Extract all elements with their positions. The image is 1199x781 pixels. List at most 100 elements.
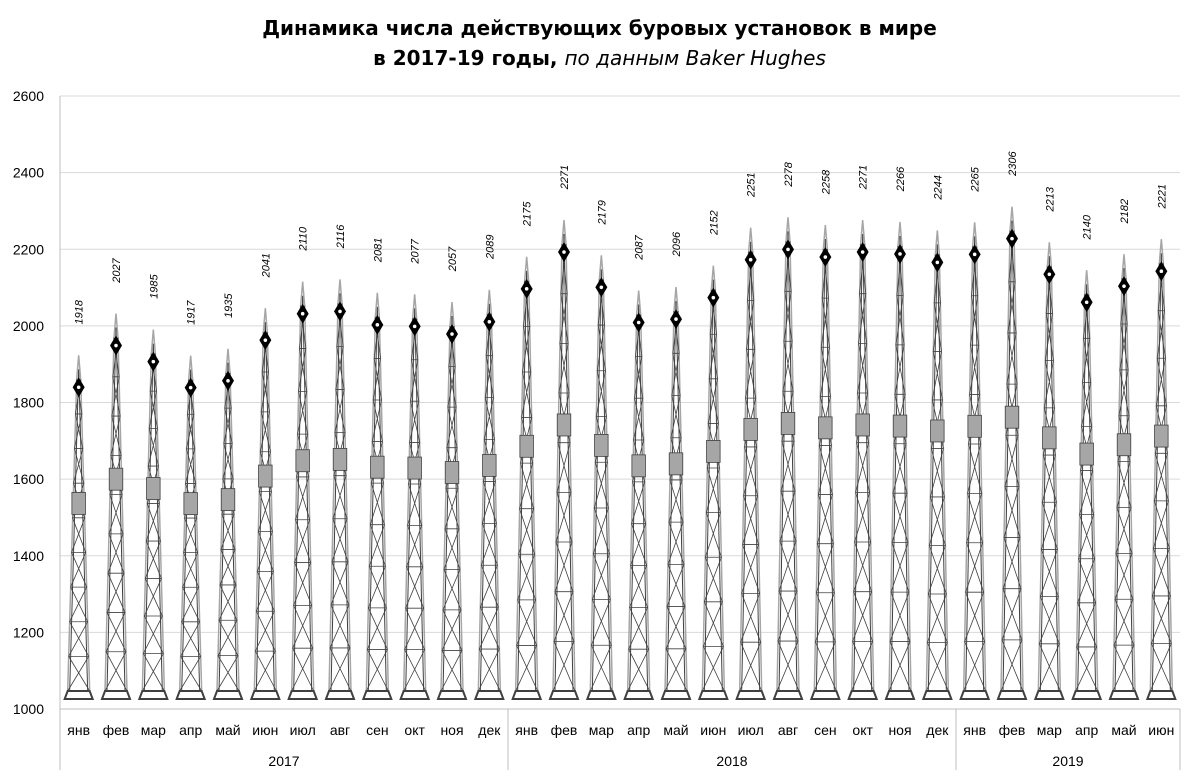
rig-bar (324, 279, 356, 700)
rig-housing (1116, 433, 1132, 457)
rig-housing (332, 448, 348, 471)
x-tick-label: июн (700, 722, 726, 738)
rig-legs (778, 231, 798, 692)
rig-housing (892, 414, 908, 438)
rig-bar (548, 219, 580, 700)
rig-housing (295, 449, 310, 473)
data-label: 2258 (820, 169, 832, 195)
rig-legs (554, 234, 574, 692)
rig-base (511, 690, 543, 700)
rig-housing (1154, 424, 1169, 448)
data-label: 2057 (447, 246, 459, 272)
y-tick-label: 2400 (13, 165, 44, 181)
rig-housing (444, 461, 460, 484)
x-tick-label: июл (738, 722, 764, 738)
x-tick-label: авг (778, 722, 798, 738)
chart-title-line2: в 2017-19 годы, по данным Baker Hughes (0, 46, 1199, 70)
data-label: 2089 (484, 235, 496, 260)
rig-block-hole (450, 332, 454, 336)
rig-base (660, 690, 692, 700)
data-label: 2244 (932, 175, 944, 200)
data-label: 2213 (1044, 186, 1056, 212)
rig-housing (743, 418, 758, 441)
x-tick-label: ноя (888, 722, 911, 738)
rig-housing (146, 477, 161, 500)
data-label: 2251 (746, 172, 758, 197)
rig-base (63, 690, 95, 700)
rig-housing (220, 488, 236, 512)
x-tick-label: сен (366, 722, 389, 738)
rig-bar (959, 222, 991, 700)
rig-housing (108, 467, 124, 491)
rig-housing (407, 456, 422, 480)
rig-block-hole (935, 260, 940, 265)
y-tick-label: 2000 (13, 318, 44, 334)
x-tick-label: май (663, 722, 688, 738)
rig-housing (855, 413, 870, 437)
rig-bar (63, 355, 95, 700)
data-label: 2175 (522, 201, 534, 227)
rig-bar (1071, 270, 1103, 700)
rig-block-hole (300, 311, 305, 316)
rig-legs (517, 270, 537, 692)
rig-housing (1042, 426, 1057, 450)
rig-block-hole (76, 385, 81, 390)
rig-block-hole (263, 338, 268, 342)
rig-block-hole (188, 385, 193, 390)
rig-bar (436, 301, 468, 700)
rig-bar (921, 230, 953, 700)
data-label: 2306 (1007, 151, 1019, 177)
rig-block-hole (711, 295, 716, 300)
rig-base (1108, 690, 1140, 700)
x-tick-label: мар (1037, 722, 1062, 738)
rig-legs (1151, 253, 1171, 692)
x-tick-label: янв (963, 722, 986, 738)
rig-bar (1033, 242, 1065, 700)
rig-base (1071, 690, 1103, 700)
rig-housing (183, 492, 198, 516)
data-label: 2110 (298, 226, 310, 252)
rig-base (324, 690, 356, 700)
y-tick-label: 1400 (13, 548, 44, 564)
rig-housing (668, 452, 684, 476)
rig-legs (218, 362, 238, 692)
rig-housing (71, 492, 86, 515)
rig-base (996, 690, 1028, 700)
rig-base (921, 690, 953, 700)
rig-block-hole (636, 320, 641, 325)
rig-block-hole (114, 343, 118, 348)
rig-legs (479, 303, 499, 692)
rig-legs (1002, 220, 1022, 692)
rig-legs (629, 304, 649, 692)
rig-base (212, 690, 244, 700)
title-italic: по данным Baker Hughes (564, 46, 826, 70)
x-tick-label: июн (1148, 722, 1174, 738)
data-label: 2271 (858, 165, 870, 190)
rig-legs (815, 239, 835, 692)
data-label: 2179 (596, 200, 608, 225)
x-tick-label: янв (515, 722, 538, 738)
rig-block-hole (898, 252, 902, 256)
data-label: 1935 (223, 293, 235, 318)
year-label: 2019 (1052, 753, 1083, 769)
data-label: 2265 (970, 166, 982, 192)
x-tick-label: июн (252, 722, 278, 738)
rig-legs (181, 369, 201, 692)
rig-base (399, 690, 431, 700)
rig-base (175, 690, 207, 700)
rig-block-hole (748, 257, 753, 262)
data-label: 2116 (335, 224, 347, 250)
rig-block-hole (226, 378, 230, 383)
x-tick-label: май (215, 722, 240, 738)
rig-base (249, 690, 281, 700)
rig-legs (106, 327, 126, 692)
rig-legs (442, 316, 462, 692)
rig-base (697, 690, 729, 700)
rig-bar (1108, 254, 1140, 700)
rig-legs (853, 234, 873, 692)
data-label: 2081 (372, 238, 384, 263)
y-tick-label: 2200 (13, 241, 44, 257)
rig-housing (556, 413, 572, 437)
data-label: 2266 (895, 166, 907, 192)
